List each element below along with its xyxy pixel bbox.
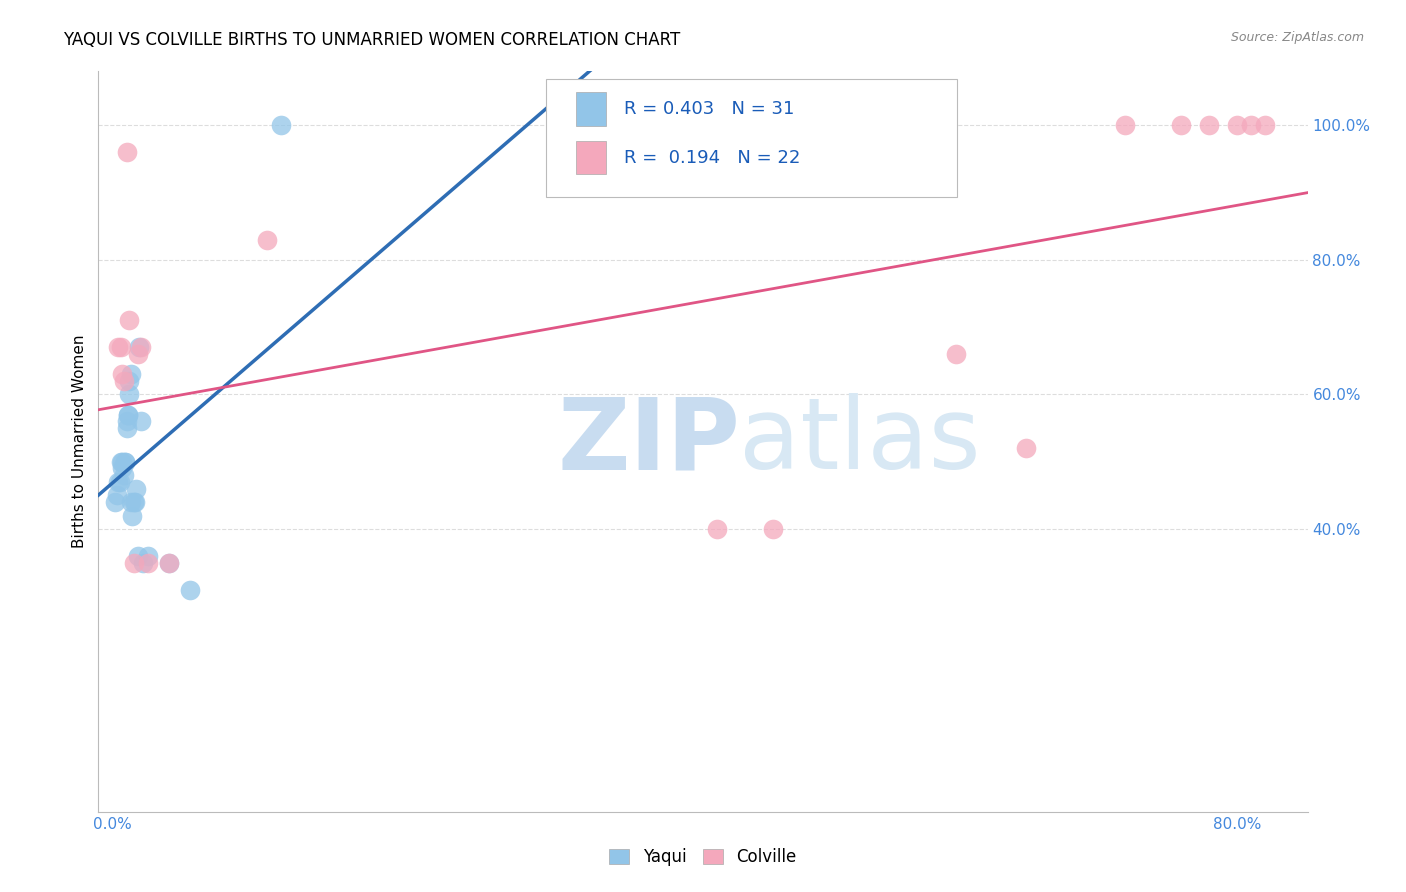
Point — [129, 340, 152, 354]
Point — [132, 556, 155, 570]
Text: R = 0.403   N = 31: R = 0.403 N = 31 — [624, 100, 794, 118]
Text: ZIP: ZIP — [558, 393, 741, 490]
Point — [1198, 118, 1220, 132]
Point — [110, 455, 132, 469]
Point — [1240, 118, 1263, 132]
Point — [127, 347, 149, 361]
Y-axis label: Births to Unmarried Women: Births to Unmarried Women — [72, 334, 87, 549]
Point — [136, 556, 159, 570]
Text: atlas: atlas — [740, 393, 981, 490]
Point — [107, 475, 129, 489]
Point — [110, 340, 132, 354]
Point — [157, 556, 180, 570]
Text: YAQUI VS COLVILLE BIRTHS TO UNMARRIED WOMEN CORRELATION CHART: YAQUI VS COLVILLE BIRTHS TO UNMARRIED WO… — [63, 31, 681, 49]
Point — [125, 482, 148, 496]
Point — [108, 475, 131, 489]
Point — [1226, 118, 1249, 132]
Point — [256, 233, 278, 247]
Point — [115, 421, 138, 435]
Point — [157, 556, 180, 570]
Point — [118, 387, 141, 401]
Point — [120, 495, 142, 509]
Point — [1254, 118, 1277, 132]
Point — [120, 368, 142, 382]
Text: R =  0.194   N = 22: R = 0.194 N = 22 — [624, 149, 801, 167]
Point — [121, 508, 143, 523]
Point — [118, 374, 141, 388]
Point — [129, 414, 152, 428]
Point — [1015, 442, 1038, 456]
Point — [111, 455, 134, 469]
Point — [104, 495, 127, 509]
FancyBboxPatch shape — [576, 92, 606, 126]
Point — [115, 145, 138, 160]
Point — [114, 455, 136, 469]
Point — [112, 468, 135, 483]
Point — [112, 374, 135, 388]
Point — [111, 368, 134, 382]
Point — [128, 340, 150, 354]
Point — [107, 340, 129, 354]
Point — [551, 118, 574, 132]
Legend: Yaqui, Colville: Yaqui, Colville — [600, 840, 806, 875]
Point — [118, 313, 141, 327]
Point — [114, 455, 136, 469]
Point — [117, 408, 139, 422]
Point — [122, 556, 145, 570]
Point — [111, 461, 134, 475]
FancyBboxPatch shape — [546, 78, 957, 197]
Point — [706, 522, 728, 536]
Point — [270, 118, 292, 132]
Point — [945, 347, 967, 361]
Point — [124, 495, 146, 509]
FancyBboxPatch shape — [576, 141, 606, 174]
Point — [105, 488, 128, 502]
Point — [1170, 118, 1192, 132]
Point — [136, 549, 159, 563]
Point — [127, 549, 149, 563]
Point — [1114, 118, 1136, 132]
Point — [179, 582, 201, 597]
Point — [762, 522, 785, 536]
Point — [122, 495, 145, 509]
Point — [115, 414, 138, 428]
Point — [117, 408, 139, 422]
Text: Source: ZipAtlas.com: Source: ZipAtlas.com — [1230, 31, 1364, 45]
